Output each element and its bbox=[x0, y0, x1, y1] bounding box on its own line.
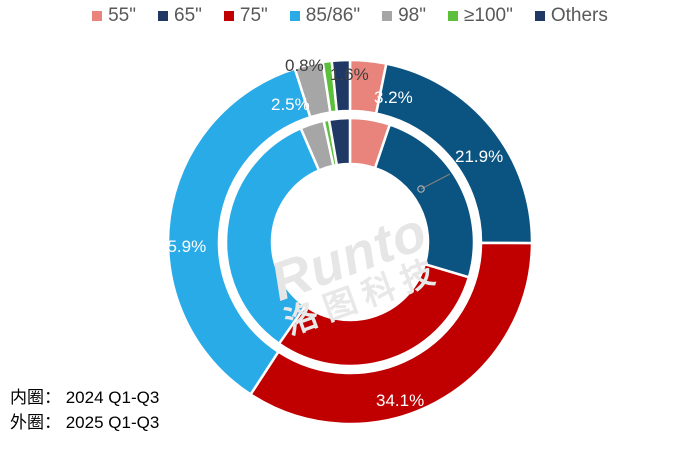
data-label-98: 2.5% bbox=[271, 95, 310, 114]
outer-2025-segment-6[interactable] bbox=[330, 58, 352, 113]
ring-caption-inner: 内圈： 2024 Q1-Q3 bbox=[10, 388, 160, 407]
square-swatch-icon bbox=[447, 10, 458, 21]
data-label-65: 21.9% bbox=[455, 147, 504, 166]
donut-svg bbox=[166, 58, 534, 426]
inner-ring-2024 bbox=[224, 116, 476, 368]
leader-line-endpoint bbox=[417, 185, 425, 193]
square-swatch-icon bbox=[92, 10, 103, 21]
data-label-55: 3.2% bbox=[374, 88, 413, 107]
inner-2024-segment-3[interactable] bbox=[224, 126, 321, 345]
outer-ring-2025 bbox=[166, 58, 534, 426]
legend-item-55[interactable]: 55" bbox=[92, 6, 136, 25]
outer-2025-segment-2[interactable] bbox=[249, 241, 534, 426]
legend-label: 65" bbox=[174, 5, 202, 26]
nested-donut-chart bbox=[120, 42, 580, 442]
legend-item-75[interactable]: 75" bbox=[223, 5, 268, 26]
legend-item-85-86[interactable]: 85/86" bbox=[289, 5, 361, 26]
data-label-others: 1.6% bbox=[330, 65, 369, 84]
legend-item-98[interactable]: 98" bbox=[382, 6, 426, 25]
legend-label: 98" bbox=[398, 5, 426, 26]
square-swatch-icon bbox=[223, 10, 234, 21]
leader-line bbox=[417, 173, 451, 193]
legend-item-100-plus[interactable]: ≥100" bbox=[447, 5, 513, 26]
legend-label: 55" bbox=[108, 5, 136, 26]
ring-caption-outer: 外圈： 2025 Q1-Q3 bbox=[10, 412, 160, 432]
data-label-100-plus: 0.8% bbox=[285, 56, 324, 75]
square-swatch-icon bbox=[534, 10, 545, 21]
legend-label: 75" bbox=[239, 5, 268, 26]
legend-label: ≥100" bbox=[463, 5, 513, 26]
inner-2024-segment-6[interactable] bbox=[327, 116, 352, 167]
ring-caption: 内圈： 2024 Q1-Q3 外圈： 2025 Q1-Q3 bbox=[10, 386, 159, 435]
data-label-75: 34.1% bbox=[376, 391, 425, 410]
square-swatch-icon bbox=[158, 10, 168, 21]
legend-item-65[interactable]: 65" bbox=[158, 6, 202, 25]
square-swatch-icon bbox=[382, 10, 393, 21]
legend-label: Others bbox=[550, 5, 608, 26]
legend-label: 85/86" bbox=[305, 5, 361, 26]
outer-2025-segment-3[interactable] bbox=[166, 67, 312, 396]
legend-item-others[interactable]: Others bbox=[534, 5, 608, 26]
inner-2024-segment-2[interactable] bbox=[277, 262, 471, 368]
chart-legend: 55" 65" 75" 85/86" 98" ≥100" Others bbox=[0, 6, 700, 25]
leader-line-path bbox=[420, 173, 451, 190]
data-label-85-86: 35.9% bbox=[158, 237, 207, 256]
square-swatch-icon bbox=[289, 10, 300, 21]
